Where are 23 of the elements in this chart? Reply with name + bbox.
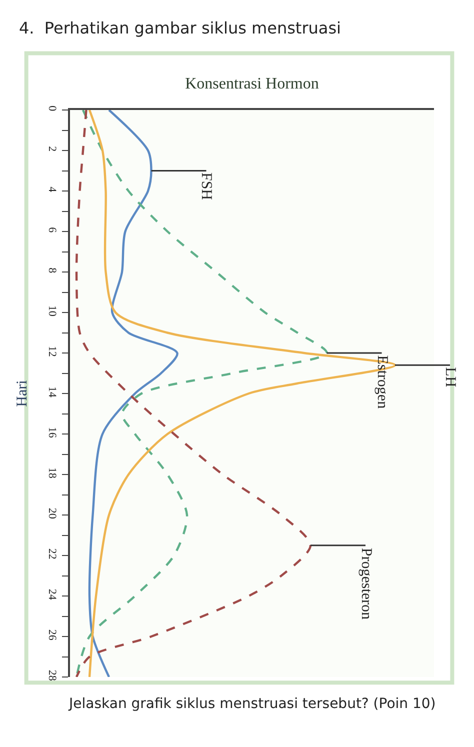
x-axis-title: Konsentrasi Hormon — [185, 75, 319, 92]
y-tick-label: 26 — [46, 629, 58, 641]
chart-title: 4. Perhatikan gambar siklus menstruasi — [18, 18, 342, 38]
y-tick-label: 4 — [46, 186, 58, 193]
y-tick-label: 12 — [46, 346, 58, 357]
text: Jelaskan grafik siklus menstruasi tersebut? (Poin 10) — [68, 696, 436, 712]
y-tick-label: 14 — [46, 386, 58, 398]
y-axis-title: Hari — [14, 380, 31, 407]
y-tick-label: 28 — [46, 670, 58, 682]
y-tick-label: 0 — [46, 106, 58, 112]
y-tick-label: 16 — [46, 426, 58, 438]
y-tick-label: 20 — [46, 508, 58, 520]
y-tick-label: 18 — [46, 467, 58, 479]
text: LH — [442, 367, 458, 388]
y-tick-label: 2 — [46, 146, 58, 152]
text: Estrogen — [374, 355, 390, 410]
y-tick-label: 10 — [46, 305, 58, 317]
text: FSH — [198, 172, 214, 200]
y-tick-label: 22 — [46, 548, 58, 560]
text: Progesteron — [358, 548, 374, 620]
y-tick-label: 8 — [46, 268, 58, 274]
y-tick-label: 24 — [46, 588, 58, 600]
y-tick-label: 6 — [46, 227, 58, 234]
